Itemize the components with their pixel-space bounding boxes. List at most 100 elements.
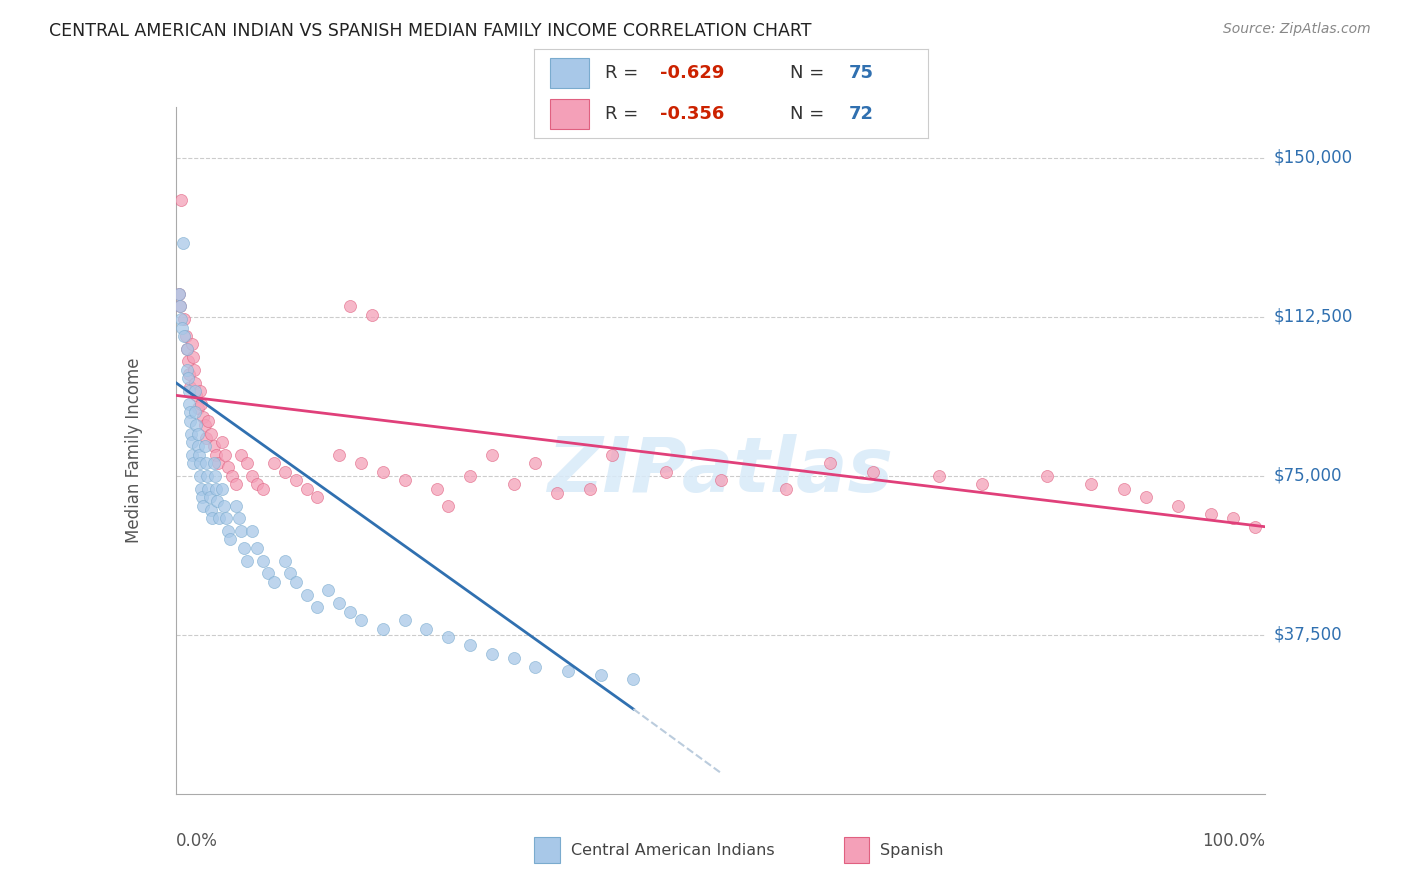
Point [201, 511, 224, 525]
Point [415, 622, 437, 636]
Point [188, 469, 211, 483]
Point [195, 431, 218, 445]
Point [350, 456, 373, 470]
Point [174, 329, 197, 343]
Point [173, 312, 195, 326]
Point [502, 651, 524, 665]
Point [205, 494, 228, 508]
Text: Source: ZipAtlas.com: Source: ZipAtlas.com [1223, 22, 1371, 37]
Text: R =: R = [605, 64, 644, 82]
Point [394, 473, 416, 487]
Point [970, 477, 993, 491]
Point [181, 456, 204, 470]
Point [307, 490, 329, 504]
Point [191, 490, 214, 504]
Point [212, 499, 235, 513]
Point [173, 329, 195, 343]
FancyBboxPatch shape [550, 99, 589, 129]
Point [217, 460, 239, 475]
Point [198, 490, 221, 504]
Point [1080, 477, 1102, 491]
Point [204, 469, 226, 483]
Point [274, 465, 297, 479]
Point [180, 426, 202, 441]
Point [458, 469, 481, 483]
Point [211, 482, 233, 496]
Point [246, 541, 269, 555]
Point [928, 469, 950, 483]
Point [328, 596, 350, 610]
FancyBboxPatch shape [844, 837, 869, 863]
Point [589, 668, 612, 682]
Point [202, 439, 225, 453]
Point [278, 566, 301, 581]
Point [1222, 511, 1244, 525]
Text: Central American Indians: Central American Indians [571, 843, 775, 857]
Point [481, 647, 503, 661]
Point [176, 342, 198, 356]
Point [181, 337, 204, 351]
Point [328, 448, 350, 462]
Point [231, 524, 253, 538]
Point [190, 397, 212, 411]
Point [263, 574, 285, 589]
Point [284, 473, 307, 487]
Point [350, 613, 373, 627]
Point [295, 482, 318, 496]
Point [167, 286, 190, 301]
Point [318, 583, 340, 598]
Point [274, 554, 297, 568]
Point [1036, 469, 1059, 483]
Point [257, 566, 280, 581]
Point [190, 482, 212, 496]
Text: 72: 72 [849, 105, 875, 123]
Point [818, 456, 841, 470]
Point [186, 439, 209, 453]
Point [188, 384, 211, 398]
Point [252, 554, 274, 568]
Point [179, 414, 201, 428]
Point [394, 613, 416, 627]
Point [1167, 499, 1189, 513]
Point [284, 574, 307, 589]
Text: CENTRAL AMERICAN INDIAN VS SPANISH MEDIAN FAMILY INCOME CORRELATION CHART: CENTRAL AMERICAN INDIAN VS SPANISH MEDIA… [49, 22, 811, 40]
FancyBboxPatch shape [550, 58, 589, 88]
Point [187, 448, 209, 462]
Point [371, 622, 394, 636]
Point [437, 630, 460, 644]
Point [263, 456, 285, 470]
Point [183, 363, 205, 377]
Point [240, 469, 263, 483]
Point [775, 482, 797, 496]
Point [339, 605, 361, 619]
Point [186, 426, 209, 441]
Point [181, 448, 204, 462]
Point [208, 511, 231, 525]
Point [710, 473, 733, 487]
Point [170, 312, 193, 326]
Point [181, 350, 204, 364]
Point [200, 426, 222, 441]
Point [172, 235, 194, 250]
Point [195, 456, 218, 470]
Text: $75,000: $75,000 [1274, 467, 1343, 485]
Point [219, 533, 242, 547]
Point [194, 417, 217, 432]
Point [225, 499, 247, 513]
Point [194, 439, 217, 453]
Point [191, 409, 214, 424]
Text: ZIPatlas: ZIPatlas [547, 434, 894, 508]
Point [246, 477, 269, 491]
Text: 100.0%: 100.0% [1202, 831, 1265, 850]
Text: $150,000: $150,000 [1274, 149, 1353, 167]
Text: $112,500: $112,500 [1274, 308, 1353, 326]
Point [177, 371, 200, 385]
Point [426, 482, 449, 496]
Point [184, 384, 207, 398]
Point [176, 363, 198, 377]
Text: Spanish: Spanish [880, 843, 943, 857]
Point [167, 286, 190, 301]
Point [177, 397, 200, 411]
Point [502, 477, 524, 491]
Text: R =: R = [605, 105, 644, 123]
